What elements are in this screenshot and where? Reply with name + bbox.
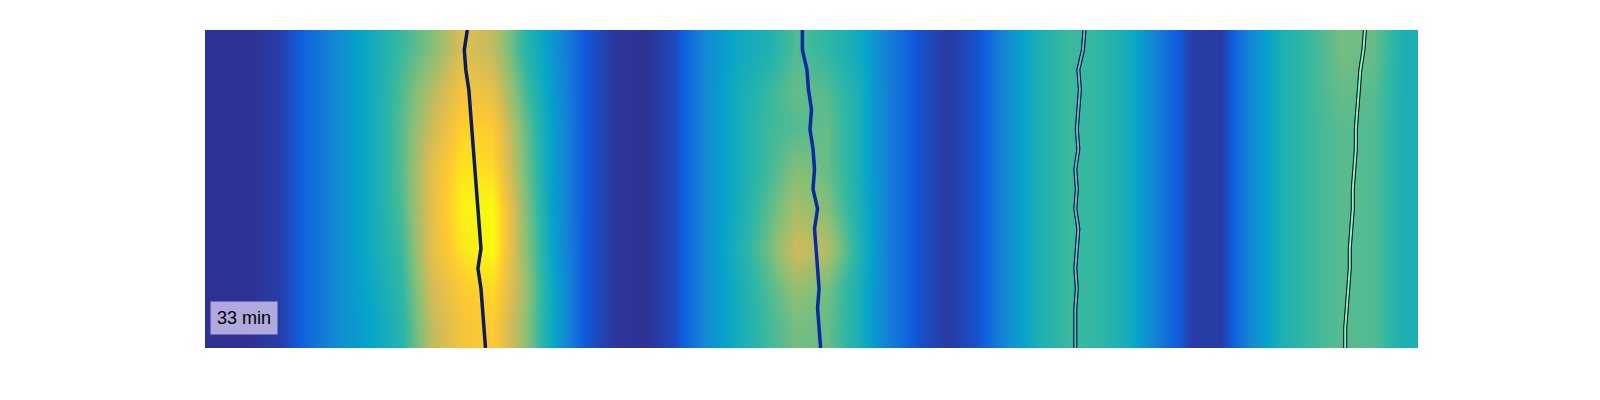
svg-text:33 min: 33 min bbox=[217, 308, 271, 328]
